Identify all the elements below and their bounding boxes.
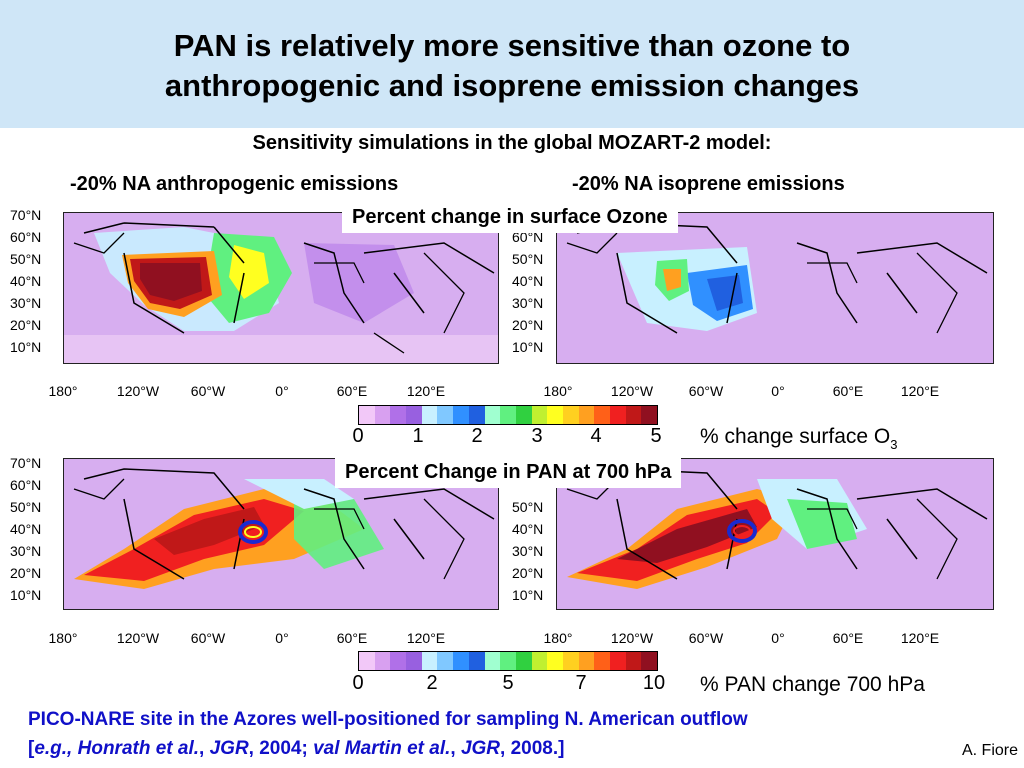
colorbar-swatch xyxy=(390,406,407,424)
colorbar-swatch xyxy=(515,406,532,424)
ozone-colorbar xyxy=(358,405,658,425)
colorbar-swatch xyxy=(390,652,407,670)
slide-title: PAN is relatively more sensitive than oz… xyxy=(0,26,1024,106)
colorbar-swatch xyxy=(421,652,438,670)
azores-site-marker-icon xyxy=(727,519,757,543)
right-column-heading: -20% NA isoprene emissions xyxy=(572,173,845,195)
colorbar-swatch xyxy=(578,406,595,424)
colorbar-swatch xyxy=(484,652,501,670)
azores-site-marker-icon xyxy=(238,520,268,544)
colorbar-swatch xyxy=(453,406,469,424)
ozone-map-anthropogenic xyxy=(63,212,499,364)
ozone-colorbar-unit: % change surface O3 xyxy=(700,425,898,452)
colorbar-swatch xyxy=(468,652,485,670)
ozone-panel-banner: Percent change in surface Ozone xyxy=(342,202,678,233)
colorbar-swatch xyxy=(562,652,579,670)
colorbar-swatch xyxy=(500,652,516,670)
lat-labels-pan-right: 50°N 40°N 30°N 20°N 10°N xyxy=(512,499,544,603)
colorbar-swatch xyxy=(453,652,469,670)
footnote-line-1: PICO-NARE site in the Azores well-positi… xyxy=(28,709,748,730)
colorbar-swatch xyxy=(406,652,422,670)
colorbar-swatch xyxy=(484,406,501,424)
colorbar-swatch xyxy=(531,406,548,424)
colorbar-swatch xyxy=(515,652,532,670)
colorbar-swatch xyxy=(625,406,642,424)
colorbar-swatch xyxy=(374,652,391,670)
colorbar-swatch xyxy=(437,652,454,670)
colorbar-swatch xyxy=(531,652,548,670)
footnote: PICO-NARE site in the Azores well-positi… xyxy=(28,705,1008,763)
lat-labels-ozone-left: 70°N 60°N 50°N 40°N 30°N 20°N 10°N xyxy=(10,207,42,355)
slide-subtitle: Sensitivity simulations in the global MO… xyxy=(252,132,772,154)
lat-labels-ozone-right: 60°N 50°N 40°N 30°N 20°N 10°N xyxy=(512,229,544,355)
colorbar-swatch xyxy=(641,652,658,670)
colorbar-swatch xyxy=(594,406,610,424)
colorbar-swatch xyxy=(562,406,579,424)
title-line-2: anthropogenic and isoprene emission chan… xyxy=(164,68,860,103)
colorbar-swatch xyxy=(594,652,610,670)
colorbar-swatch xyxy=(610,406,626,424)
colorbar-swatch xyxy=(610,652,626,670)
ozone-map-isoprene xyxy=(556,212,994,364)
colorbar-swatch xyxy=(500,406,516,424)
colorbar-swatch xyxy=(359,652,375,670)
title-line-1: PAN is relatively more sensitive than oz… xyxy=(173,28,851,63)
colorbar-swatch xyxy=(547,406,563,424)
colorbar-swatch xyxy=(421,406,438,424)
colorbar-swatch xyxy=(374,406,391,424)
pan-colorbar xyxy=(358,651,658,671)
colorbar-swatch xyxy=(437,406,454,424)
colorbar-swatch xyxy=(641,406,658,424)
title-banner: PAN is relatively more sensitive than oz… xyxy=(0,0,1024,128)
footnote-citation: [e.g., Honrath et al., JGR, 2004; val Ma… xyxy=(28,738,565,759)
colorbar-swatch xyxy=(578,652,595,670)
colorbar-swatch xyxy=(406,406,422,424)
colorbar-swatch xyxy=(468,406,485,424)
pan-colorbar-unit: % PAN change 700 hPa xyxy=(700,673,925,696)
colorbar-swatch xyxy=(359,406,375,424)
colorbar-swatch xyxy=(547,652,563,670)
pan-panel-banner: Percent Change in PAN at 700 hPa xyxy=(335,457,682,488)
colorbar-swatch xyxy=(625,652,642,670)
author-credit: A. Fiore xyxy=(961,742,1018,759)
lat-labels-pan-left: 70°N 60°N 50°N 40°N 30°N 20°N 10°N xyxy=(10,455,42,603)
left-column-heading: -20% NA anthropogenic emissions xyxy=(70,173,399,195)
